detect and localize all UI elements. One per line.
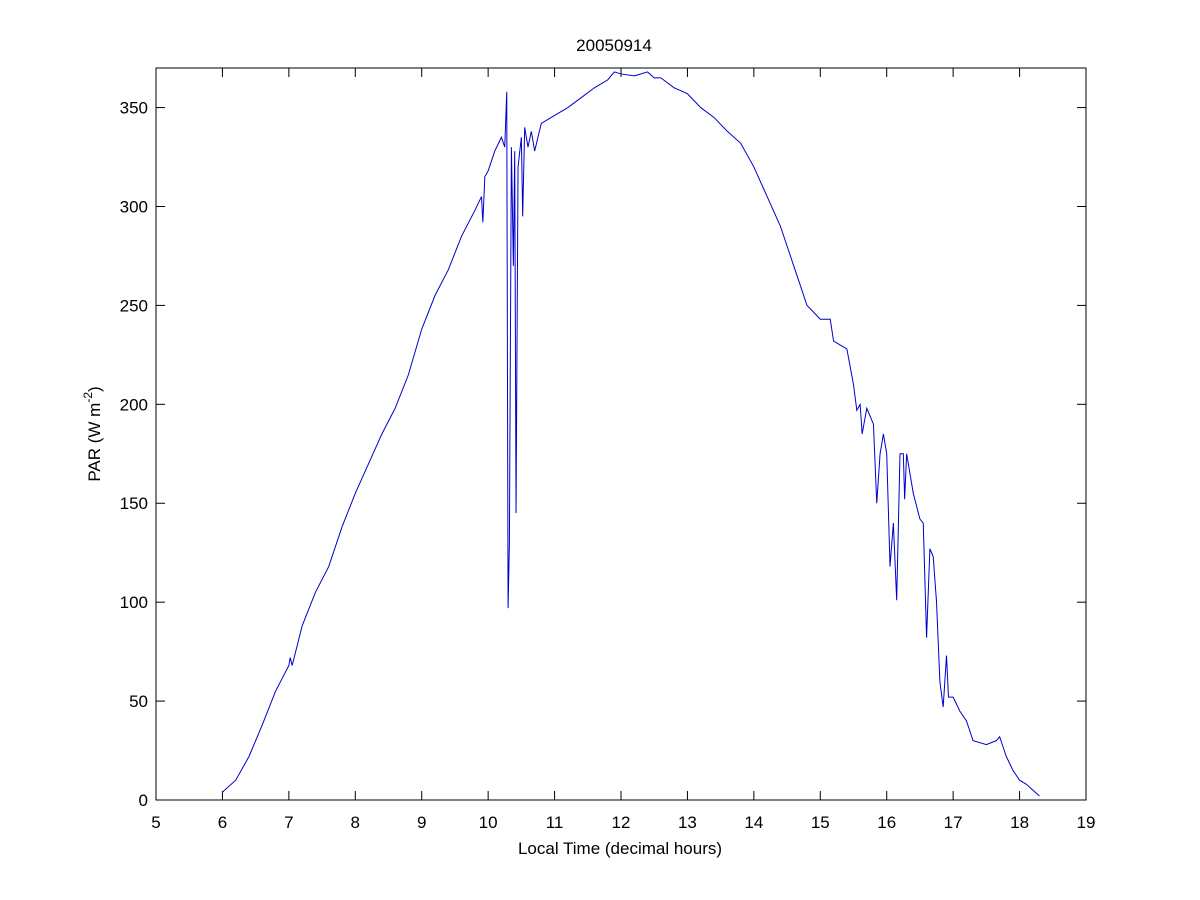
x-tick-label: 19 [1077, 813, 1096, 832]
x-tick-label: 8 [351, 813, 360, 832]
y-axis-label-text: PAR (W m [85, 403, 104, 482]
x-tick-label: 13 [678, 813, 697, 832]
x-tick-label: 10 [479, 813, 498, 832]
x-tick-label: 15 [811, 813, 830, 832]
x-tick-label: 12 [612, 813, 631, 832]
y-tick-label: 250 [120, 296, 148, 315]
x-tick-label: 7 [284, 813, 293, 832]
y-tick-label: 100 [120, 593, 148, 612]
x-tick-label: 9 [417, 813, 426, 832]
x-tick-label: 18 [1010, 813, 1029, 832]
y-tick-label: 350 [120, 99, 148, 118]
x-tick-label: 17 [944, 813, 963, 832]
x-tick-label: 16 [877, 813, 896, 832]
data-line [222, 71, 1040, 797]
y-tick-label: 50 [129, 692, 148, 711]
x-axis-label: Local Time (decimal hours) [518, 839, 722, 858]
y-axis-label-sup: -2 [81, 392, 95, 403]
y-tick-label: 200 [120, 395, 148, 414]
chart-title: 20050914 [576, 36, 652, 55]
y-axis-label: PAR (W m-2) [81, 386, 104, 481]
y-tick-label: 0 [139, 791, 148, 810]
x-tick-label: 6 [218, 813, 227, 832]
y-tick-label: 150 [120, 494, 148, 513]
x-tick-label: 5 [151, 813, 160, 832]
x-tick-label: 14 [744, 813, 763, 832]
y-axis-label-tail: ) [85, 386, 104, 392]
y-tick-label: 300 [120, 197, 148, 216]
x-tick-label: 11 [546, 813, 564, 832]
